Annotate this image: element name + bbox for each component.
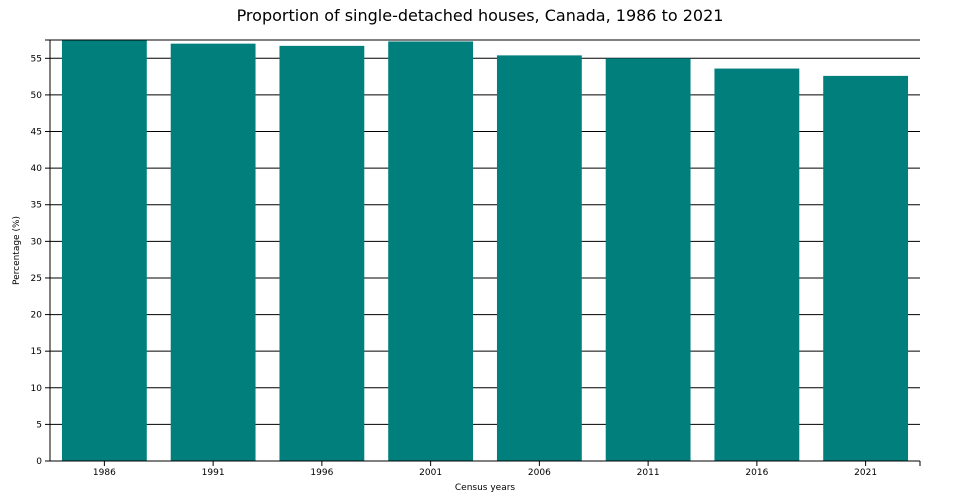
y-tick-label: 25 [31,274,42,284]
x-tick-label-1991: 1991 [202,468,225,478]
y-axis-ticks: 0 5 10 15 20 25 30 35 40 45 50 55 [31,54,50,467]
y-tick-label: 15 [31,347,42,357]
x-tick-label-1986: 1986 [93,468,116,478]
x-axis-ticks: 1986 1991 1996 2001 2006 2011 2016 2021 [93,461,877,478]
x-tick-label-2016: 2016 [745,468,768,478]
y-tick-label: 20 [31,311,43,321]
y-tick-label: 50 [31,91,43,101]
x-tick-label-1996: 1996 [310,468,333,478]
bar-2006 [496,55,582,462]
y-tick-label: 40 [31,164,43,174]
bar-1991 [170,43,256,462]
bar-2016 [714,68,800,461]
y-tick-label: 45 [31,128,42,138]
x-tick-label-2011: 2011 [637,468,660,478]
bar-1996 [279,45,365,461]
y-axis-title: Percentage (%) [12,216,22,285]
bars [61,40,909,462]
x-tick-label-2006: 2006 [528,468,551,478]
bar-2021 [823,75,909,461]
x-tick-label-2021: 2021 [854,468,877,478]
y-tick-label: 35 [31,201,42,211]
bar-2001 [388,41,474,461]
y-tick-label: 5 [36,420,42,430]
axes [45,39,921,466]
y-tick-label: 0 [36,457,42,467]
x-tick-label-2001: 2001 [419,468,442,478]
bar-2011 [605,58,691,461]
y-tick-label: 55 [31,54,42,64]
bar-1986 [61,40,147,461]
y-tick-label: 10 [31,384,43,394]
chart-title: Proportion of single-detached houses, Ca… [236,6,724,25]
x-axis-title: Census years [455,483,516,493]
y-tick-label: 30 [31,237,43,247]
